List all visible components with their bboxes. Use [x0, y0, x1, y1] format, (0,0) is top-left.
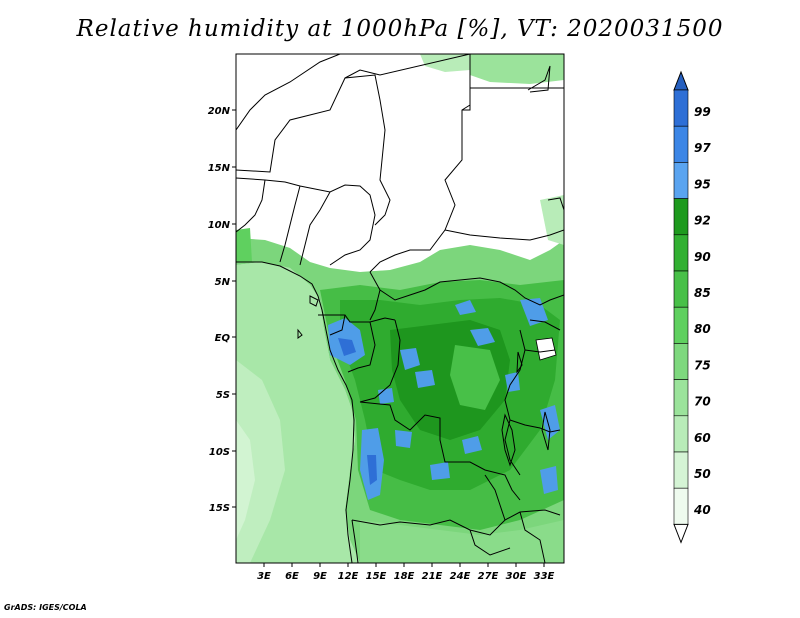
lake-victoria	[535, 337, 557, 361]
lon-label: 27E	[478, 571, 499, 582]
map-area	[236, 54, 564, 563]
colorbar-swatch	[673, 125, 689, 163]
colorbar-label: 92	[694, 214, 711, 228]
saturated-patches	[328, 298, 560, 500]
lon-label: 33E	[534, 571, 555, 582]
colorbar: 99 97 95 92 90 85 80 75 70 60 50 40	[673, 70, 711, 544]
colorbar-swatch	[673, 270, 689, 308]
country-borders	[236, 54, 564, 563]
colorbar-label: 99	[694, 105, 711, 119]
lon-label: 30E	[506, 571, 527, 582]
colorbar-label: 60	[694, 431, 711, 445]
colorbar-swatch	[673, 89, 689, 127]
map-frame	[235, 53, 565, 564]
colorbar-label: 70	[694, 395, 711, 409]
lat-label: 15N	[208, 163, 231, 174]
lon-label: 18E	[394, 571, 415, 582]
colorbar-label: 80	[694, 322, 711, 336]
colorbar-swatch	[673, 451, 689, 489]
colorbar-label: 50	[694, 467, 711, 481]
colorbar-top-arrow	[673, 70, 689, 91]
latitude-axis	[232, 109, 236, 508]
lon-label: 6E	[285, 571, 299, 582]
colorbar-swatch	[673, 379, 689, 417]
colorbar-label: 97	[694, 141, 711, 155]
lat-label: 5N	[215, 277, 231, 288]
lat-label: 10S	[209, 447, 230, 458]
colorbar-label: 95	[694, 177, 711, 191]
colorbar-bottom-arrow	[673, 523, 689, 544]
lat-label: 15S	[209, 503, 230, 514]
lon-label: 3E	[257, 571, 271, 582]
colorbar-label: 90	[694, 250, 711, 264]
colorbar-swatch	[673, 162, 689, 199]
grads-credit: GrADS: IGES/COLA	[4, 603, 87, 612]
lat-label: 10N	[208, 220, 231, 231]
colorbar-swatch	[673, 234, 689, 272]
colorbar-label: 85	[694, 286, 711, 300]
lon-label: 24E	[450, 571, 471, 582]
lat-label: 20N	[208, 106, 231, 117]
colorbar-swatch	[673, 198, 689, 236]
colorbar-label: 75	[694, 358, 711, 372]
lat-label: EQ	[215, 333, 231, 344]
lon-label: 21E	[422, 571, 443, 582]
lon-label: 12E	[338, 571, 359, 582]
colorbar-label: 40	[693, 503, 711, 517]
lon-label: 9E	[313, 571, 327, 582]
colorbar-swatch	[673, 306, 689, 344]
colorbar-swatch	[673, 487, 689, 525]
longitude-axis	[263, 563, 545, 567]
colorbar-swatch	[673, 415, 689, 453]
lat-label: 5S	[216, 390, 230, 401]
colorbar-swatch	[673, 343, 689, 380]
map-title: Relative humidity at 1000hPa [%], VT: 20…	[76, 16, 724, 42]
lon-label: 15E	[366, 571, 387, 582]
